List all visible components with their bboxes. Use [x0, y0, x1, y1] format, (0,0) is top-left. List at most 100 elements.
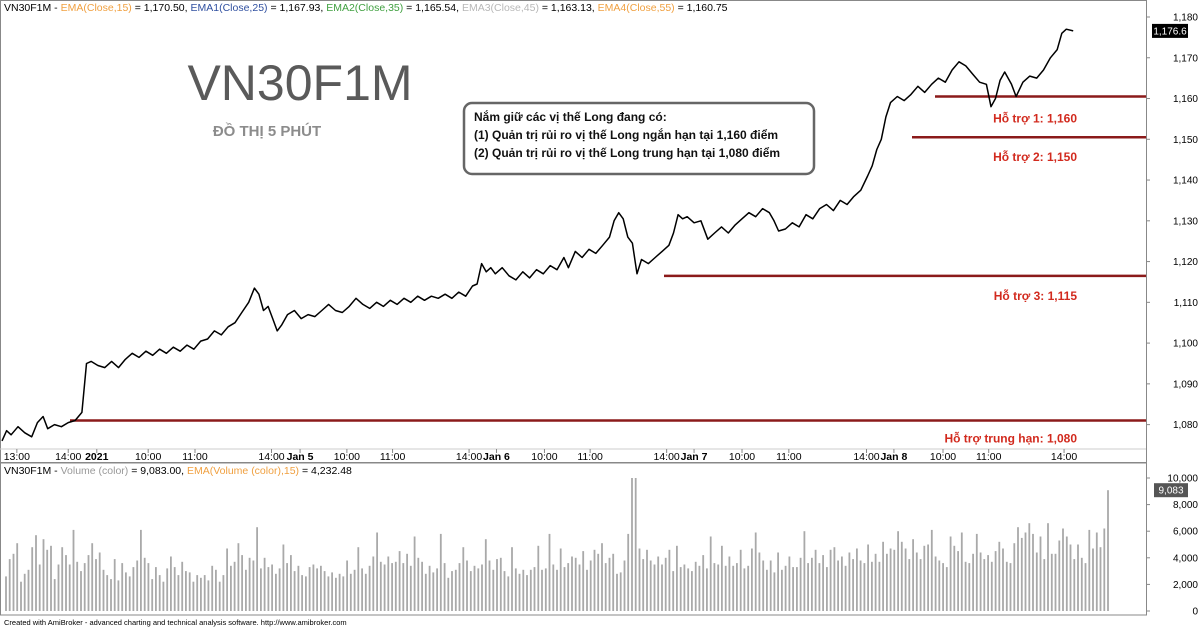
volume-bar [267, 567, 270, 611]
volume-bar [57, 564, 60, 611]
volume-bar [702, 555, 705, 611]
volume-bar [1054, 553, 1057, 611]
volume-bar [496, 559, 498, 611]
header-item-label: EMA(Close,15) [61, 2, 132, 14]
support-label: Hỗ trợ trung hạn: 1,080 [944, 431, 1077, 446]
volume-bar [529, 569, 532, 611]
volume-bar [128, 576, 131, 611]
volume-bar [728, 556, 731, 611]
last-price-label: 1,176.6 [1153, 26, 1187, 37]
x-tick-label: 11:00 [976, 451, 1002, 463]
volume-bar [215, 569, 217, 611]
x-tick-label: Jan 8 [880, 451, 907, 463]
header-item-value: = 1,160.75 [675, 2, 728, 14]
volume-bar [170, 556, 172, 611]
volume-bar [222, 575, 225, 611]
volume-bar [826, 567, 828, 611]
volume-bar [469, 571, 472, 611]
volume-bar [230, 565, 232, 611]
volume-bar [200, 577, 202, 612]
y-tick-label: 1,170 [1173, 53, 1198, 64]
y-tick-label: 1,160 [1173, 94, 1198, 105]
volume-bar [451, 571, 453, 611]
volume-bar [796, 567, 798, 611]
volume-bar [721, 545, 723, 611]
volume-bar [436, 568, 438, 611]
volume-bar [574, 557, 577, 611]
x-tick-label: 13:00 [4, 451, 30, 463]
volume-bar [912, 539, 914, 611]
last-volume-badge-bg [1154, 483, 1188, 498]
x-tick-label: Jan 7 [681, 451, 708, 463]
chart-title: VN30F1M [187, 55, 412, 111]
volume-bar [518, 573, 521, 611]
volume-bar [282, 544, 285, 611]
volume-bar [964, 561, 967, 611]
volume-bar [747, 565, 750, 611]
volume-bar [927, 544, 929, 611]
volume-bar [31, 547, 34, 611]
volume-bar [874, 553, 877, 611]
volume-bar [646, 549, 648, 611]
volume-bar [379, 561, 382, 611]
volume-bar [35, 535, 37, 611]
volume-bar [634, 478, 637, 611]
volume-bar [38, 564, 41, 611]
volume-bar [218, 581, 221, 611]
x-tick-label: Jan 6 [483, 451, 510, 463]
volume-bar [113, 559, 116, 611]
volume-bar [773, 572, 776, 611]
x-tick-label: 10:00 [334, 451, 360, 463]
y-tick-label: 1,130 [1173, 216, 1198, 227]
volume-bar [312, 564, 315, 611]
volume-bar [151, 579, 154, 611]
volume-bar [177, 575, 180, 611]
x-tick-label: 14:00 [654, 451, 680, 463]
volume-bar [751, 548, 753, 611]
volume-header-ema-label: EMA(Volume (color),15) [187, 465, 299, 477]
volume-bar [769, 560, 772, 611]
volume-bar [327, 576, 330, 611]
volume-bar [353, 569, 356, 611]
volume-bar [402, 563, 405, 611]
volume-bar [203, 575, 206, 611]
volume-bar [713, 563, 716, 611]
volume-bar [140, 529, 142, 611]
volume-bar [1084, 563, 1087, 611]
volume-axis: 0 2,000 4,000 6,000 8,000 10,000 [1146, 474, 1198, 618]
volume-bar [983, 559, 986, 611]
volume-bar [406, 553, 408, 611]
volume-bar [98, 552, 101, 611]
volume-bar [668, 549, 671, 611]
header-item-label: EMA4(Close,55) [598, 2, 675, 14]
volume-bar [121, 563, 124, 611]
y-tick-label: 1,110 [1174, 298, 1199, 309]
volume-bar [664, 557, 667, 611]
volume-bar [781, 569, 783, 611]
volume-bar [593, 549, 596, 611]
vol-tick-label: 4,000 [1173, 553, 1198, 564]
volume-bar [953, 545, 956, 611]
header-item-label: EMA3(Close,45) [462, 2, 539, 14]
volume-bar [642, 559, 645, 611]
volume-bar [994, 551, 997, 611]
volume-bar [631, 478, 633, 611]
volume-bar [777, 552, 779, 611]
volume-bar [1058, 540, 1061, 611]
header-item-value: = 1,163.13, [539, 2, 598, 14]
volume-bar [106, 575, 109, 611]
volume-bar [544, 568, 547, 611]
volume-bar [567, 563, 570, 611]
volume-bar [428, 565, 431, 611]
volume-bar [1032, 533, 1034, 611]
volume-bar [803, 531, 806, 611]
volume-bar [158, 575, 161, 611]
volume-header-prefix: VN30F1M - [4, 465, 61, 477]
vol-tick-label: 10,000 [1167, 474, 1198, 485]
note-box-frame [462, 101, 816, 176]
volume-bar [619, 572, 622, 611]
volume-bar [260, 568, 262, 611]
price-line [1, 28, 1074, 442]
volume-bar [241, 555, 243, 611]
last-volume-badge: 9,083 [1154, 483, 1188, 498]
